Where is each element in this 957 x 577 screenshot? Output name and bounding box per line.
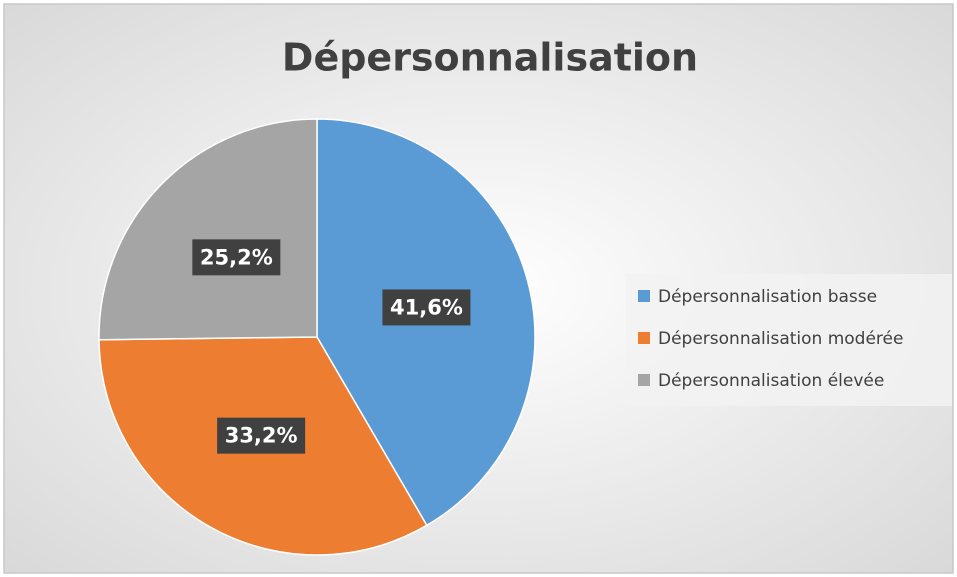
legend-label: Dépersonnalisation basse [658, 287, 877, 307]
legend-label: Dépersonnalisation élevée [658, 371, 884, 391]
chart-title: Dépersonnalisation [282, 36, 698, 80]
data-label: 33,2% [225, 424, 298, 448]
legend-label: Dépersonnalisation modérée [658, 329, 903, 349]
legend-box [626, 274, 952, 406]
legend-swatch [638, 374, 650, 386]
legend-swatch [638, 332, 650, 344]
data-label: 41,6% [390, 295, 463, 319]
pie-slice [98, 118, 318, 341]
data-label-box [217, 417, 306, 454]
legend-swatch [638, 290, 650, 302]
data-label-box [382, 289, 471, 326]
data-label: 25,2% [200, 245, 273, 269]
data-label-box [192, 239, 281, 276]
